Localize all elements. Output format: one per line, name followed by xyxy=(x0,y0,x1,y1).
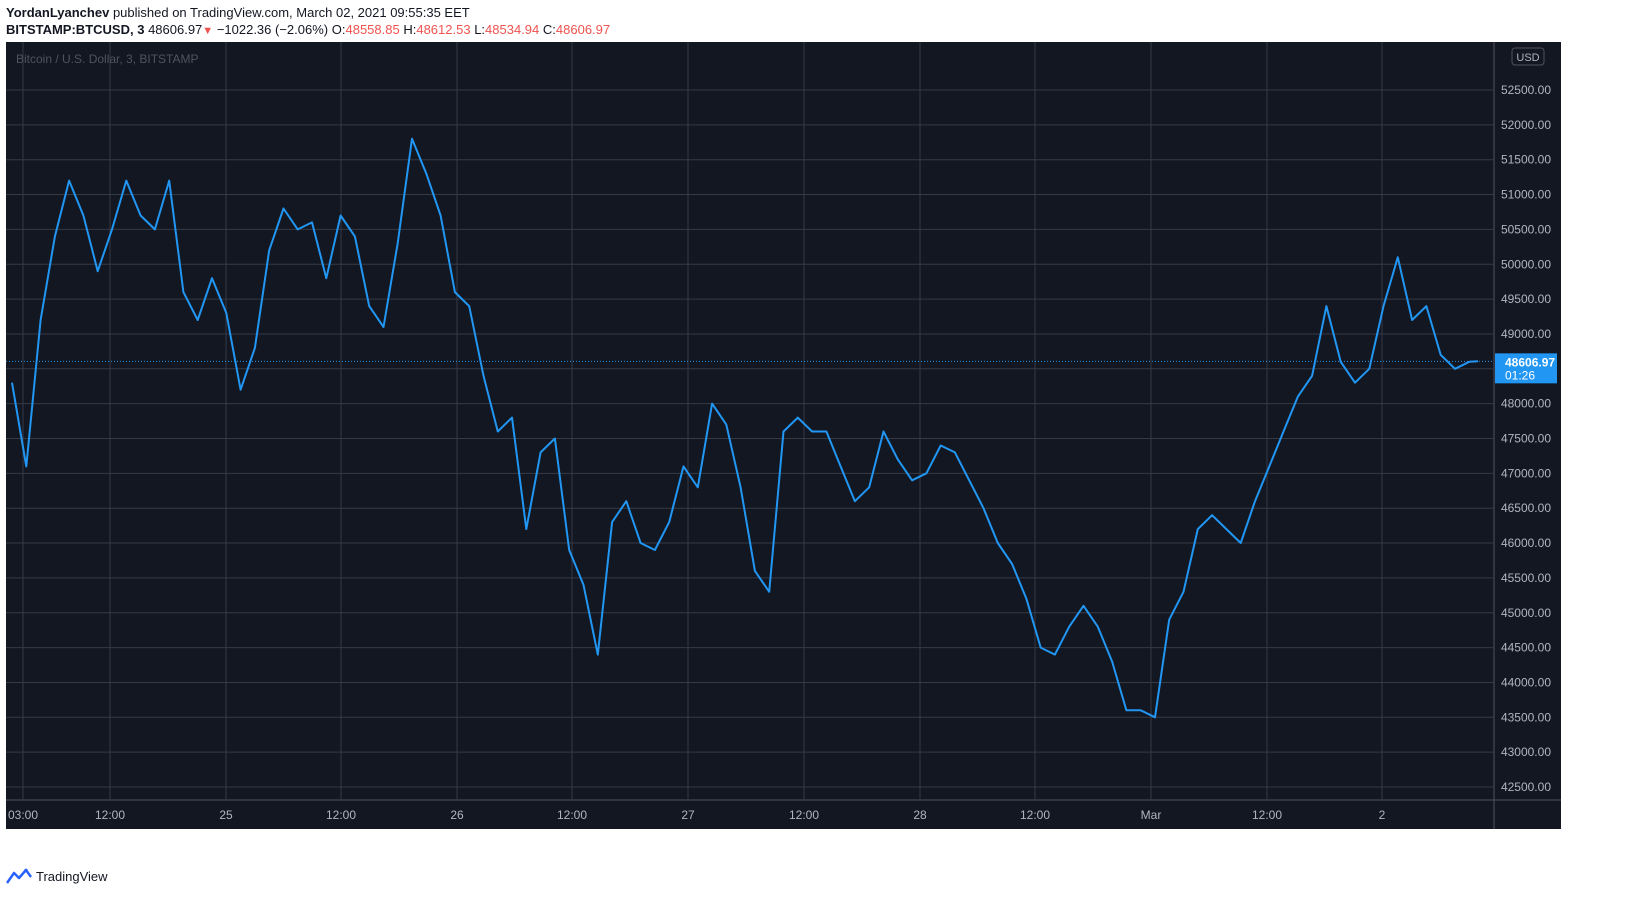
y-tick-label: 46000.00 xyxy=(1501,536,1551,550)
last-price: 48606.97 xyxy=(148,22,203,37)
x-axis[interactable]: 03:00 12:00 25 12:00 26 12:00 27 12:00 28 12:00 Ma… xyxy=(8,808,1386,822)
bar-countdown: 01:26 xyxy=(1505,368,1535,382)
y-tick-label: 52500.00 xyxy=(1501,83,1551,97)
y-tick-label: 47000.00 xyxy=(1501,466,1551,480)
y-tick-label: 49000.00 xyxy=(1501,327,1551,341)
author-name[interactable]: YordanLyanchev xyxy=(6,5,110,20)
x-tick-label: 03:00 xyxy=(8,808,38,822)
x-tick-label: 12:00 xyxy=(326,808,356,822)
y-tick-label: 48000.00 xyxy=(1501,397,1551,411)
chart-grid xyxy=(6,42,1561,829)
low-value: 48534.94 xyxy=(485,22,540,37)
last-price-tag: 48606.97 01:26 xyxy=(1495,353,1557,384)
x-tick-label: 26 xyxy=(450,808,464,822)
x-tick-label: 28 xyxy=(913,808,927,822)
y-tick-label: 43500.00 xyxy=(1501,710,1551,724)
footer-brand[interactable]: TradingView xyxy=(36,868,108,884)
y-tick-label: 45000.00 xyxy=(1501,606,1551,620)
x-tick-label: 12:00 xyxy=(557,808,587,822)
y-tick-label: 43000.00 xyxy=(1501,745,1551,759)
y-tick-label: 47500.00 xyxy=(1501,432,1551,446)
x-tick-label: 27 xyxy=(681,808,695,822)
published-text: published on TradingView.com, March 02, … xyxy=(112,5,470,20)
currency-label: USD xyxy=(1516,52,1539,64)
last-price-tag-value: 48606.97 xyxy=(1505,355,1555,369)
chart-title: Bitcoin / U.S. Dollar, 3, BITSTAMP xyxy=(16,52,199,66)
y-tick-label: 49500.00 xyxy=(1501,292,1551,306)
x-tick-label: 12:00 xyxy=(95,808,125,822)
ohlc-legend: BITSTAMP:BTCUSD, 3 48606.97▼ −1022.36 (−… xyxy=(6,21,610,40)
y-tick-label: 51500.00 xyxy=(1501,153,1551,167)
y-tick-label: 51000.00 xyxy=(1501,188,1551,202)
y-tick-label: 44500.00 xyxy=(1501,641,1551,655)
symbol-label: BITSTAMP:BTCUSD, 3 xyxy=(6,22,145,37)
y-tick-label: 50500.00 xyxy=(1501,222,1551,236)
y-tick-label: 50000.00 xyxy=(1501,257,1551,271)
tradingview-logo-icon xyxy=(6,868,32,884)
x-tick-label: 12:00 xyxy=(789,808,819,822)
price-change: −1022.36 (−2.06%) xyxy=(216,22,329,37)
x-tick-label: Mar xyxy=(1141,808,1162,822)
high-value: 48612.53 xyxy=(416,22,471,37)
currency-badge[interactable]: USD xyxy=(1511,47,1545,66)
x-tick-label: 12:00 xyxy=(1252,808,1282,822)
open-value: 48558.85 xyxy=(345,22,400,37)
down-arrow-icon: ▼ xyxy=(202,25,214,37)
y-axis[interactable]: 42500.00 43000.00 43500.00 44000.00 44500.00… xyxy=(1501,83,1551,794)
y-tick-label: 52000.00 xyxy=(1501,118,1551,132)
y-tick-label: 42500.00 xyxy=(1501,780,1551,794)
high-label: H: xyxy=(403,22,417,37)
close-value: 48606.97 xyxy=(555,22,611,37)
x-tick-label: 12:00 xyxy=(1020,808,1050,822)
open-label: O: xyxy=(331,22,346,37)
x-tick-label: 2 xyxy=(1379,808,1386,822)
y-tick-label: 46500.00 xyxy=(1501,501,1551,515)
y-tick-label: 45500.00 xyxy=(1501,571,1551,585)
publish-info: YordanLyanchev published on TradingView.… xyxy=(6,4,470,22)
y-tick-label: 44000.00 xyxy=(1501,675,1551,689)
price-line xyxy=(11,137,1479,719)
footer: TradingView xyxy=(6,868,108,884)
close-label: C: xyxy=(542,22,556,37)
x-tick-label: 25 xyxy=(219,808,233,822)
low-label: L: xyxy=(474,22,486,37)
